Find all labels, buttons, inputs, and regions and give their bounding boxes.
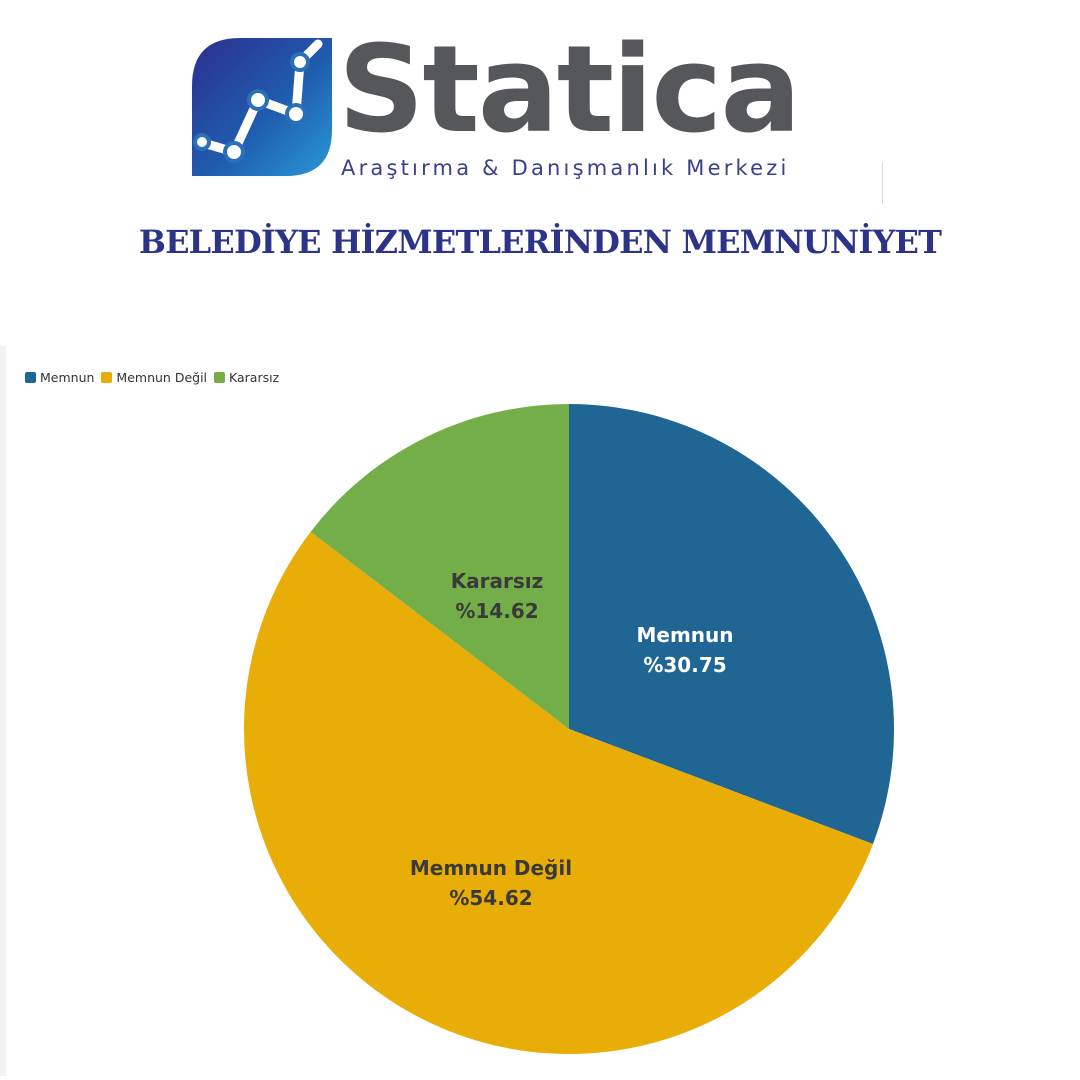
pie-slice-karars-z[interactable] <box>310 404 569 729</box>
page-title: BELEDİYE HİZMETLERİNDEN MEMNUNİYET <box>138 223 942 261</box>
legend-swatch <box>214 372 226 383</box>
slice-label: Memnun Değil <box>410 856 572 880</box>
statica-logo-icon <box>192 38 332 176</box>
slice-value-label: %14.62 <box>455 599 538 623</box>
slice-value-label: %54.62 <box>449 886 532 910</box>
slice-label: Kararsız <box>451 569 544 593</box>
legend-label: Kararsız <box>229 370 280 385</box>
pie-slice-memnun[interactable] <box>569 404 894 844</box>
legend-swatch <box>101 372 113 383</box>
brand-name: Statica <box>338 21 801 160</box>
legend-item-memnun-degil[interactable]: Memnun Değil <box>101 370 207 385</box>
divider <box>882 162 883 204</box>
legend-item-memnun[interactable]: Memnun <box>25 370 94 385</box>
legend-swatch <box>25 372 36 383</box>
chart-panel-edge <box>0 346 6 1076</box>
slice-label: Memnun <box>636 623 733 647</box>
legend-item-kararsiz[interactable]: Kararsız <box>214 370 279 385</box>
legend-label: Memnun <box>40 370 95 385</box>
chart-legend: Memnun Memnun Değil Kararsız <box>25 370 286 385</box>
brand-subtitle: Araştırma & Danışmanlık Merkezi <box>341 156 790 180</box>
pie-slice-memnun-de-il[interactable] <box>244 531 873 1054</box>
legend-label: Memnun Değil <box>116 370 208 385</box>
slice-value-label: %30.75 <box>643 653 726 677</box>
